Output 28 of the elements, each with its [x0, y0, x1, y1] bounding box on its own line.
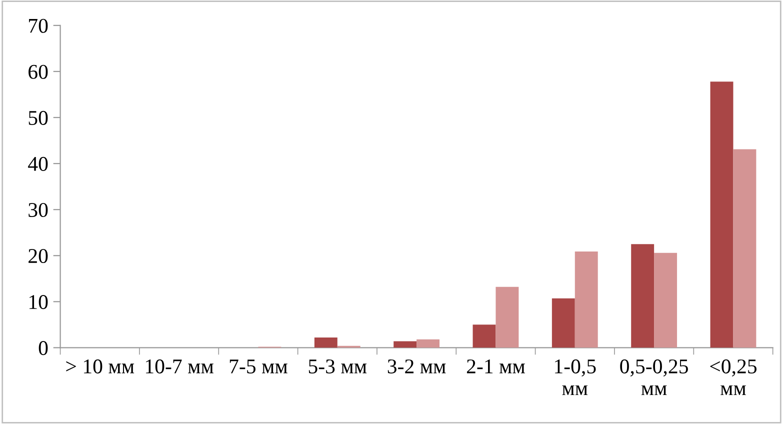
- bar: [733, 149, 756, 348]
- bar: [472, 324, 496, 348]
- y-tick-label: 0: [38, 341, 48, 356]
- y-tick-label: 70: [29, 18, 48, 33]
- bar: [314, 338, 338, 348]
- x-tick-label: 1-0,5 мм: [555, 359, 596, 396]
- bar: [631, 244, 654, 348]
- y-tick-label: 50: [28, 110, 48, 125]
- bar: [552, 298, 575, 348]
- bar: [496, 286, 519, 348]
- x-tick-label: 0,5-0,25 мм: [620, 359, 688, 396]
- y-tick-label: 40: [28, 156, 48, 171]
- bar: [394, 341, 417, 348]
- bar: [574, 251, 598, 348]
- bar: [416, 339, 440, 348]
- y-tick-label: 30: [28, 202, 48, 218]
- bar: [654, 252, 678, 348]
- x-tick-label: 7-5 мм: [230, 360, 288, 374]
- y-tick-label: 60: [28, 64, 48, 79]
- y-tick-label: 10: [29, 295, 48, 310]
- x-tick-label: <0,25 мм: [710, 359, 757, 396]
- x-tick-label: 5-3 мм: [308, 359, 367, 374]
- bar: [710, 82, 734, 348]
- x-tick-label: > 10 мм: [66, 359, 134, 374]
- y-tick-label: 20: [28, 248, 48, 264]
- x-tick-label: 2-1 мм: [466, 359, 525, 374]
- x-tick-label: 3-2 мм: [388, 359, 446, 374]
- x-tick-label: 10-7 мм: [146, 359, 214, 374]
